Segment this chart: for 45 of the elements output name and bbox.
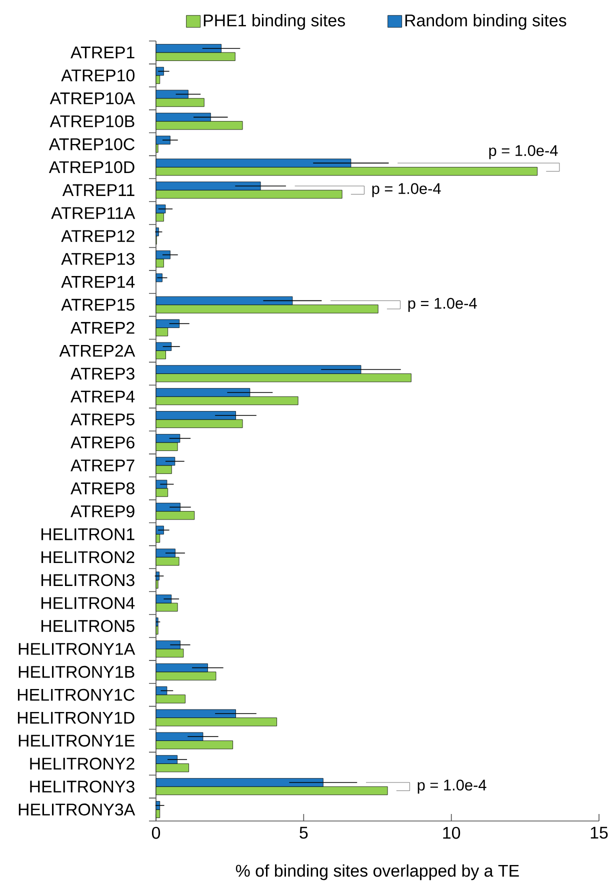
y-tick-label: HELITRONY1B [18,666,134,678]
x-tick-label: 5 [300,826,308,839]
x-tick-label: 10 [443,826,460,839]
y-tick-label: ATREP12 [61,230,134,242]
annotation: p = 1.0e-4 [489,145,558,160]
y-tick-label: ATREP15 [61,298,134,311]
y-tick-label: HELITRONY3 [30,780,134,793]
y-tick-label: ATREP2 [70,322,134,334]
y-tick-label: HELITRONY3A [18,804,136,816]
y-tick-label: ATREP14 [61,276,135,288]
y-tick-label: HELITRON1 [41,528,134,540]
y-tick-label: ATREP11A [51,207,136,219]
y-tick-label: ATREP8 [70,482,134,494]
y-tick-label: ATREP10A [50,92,136,104]
y-tick-label: ATREP9 [70,505,134,518]
annotation: p = 1.0e-4 [372,183,441,198]
y-tick-label: ATREP10 [61,69,134,82]
y-tick-label: ATREP10C [48,138,135,150]
y-tick-label: HELITRON2 [41,551,134,564]
y-tick-label: ATREP2A [59,344,136,357]
y-tick-label: ATREP11 [62,184,134,196]
legend-label: Random binding sites [405,14,566,30]
y-tick-label: ATREP13 [61,252,134,265]
y-tick-label: ATREP10D [48,161,134,174]
annotation: p = 1.0e-4 [418,780,486,794]
y-tick-label: HELITRON5 [41,620,134,632]
y-tick-label: HELITRONY1D [18,712,134,724]
y-tick-label: ATREP1 [70,46,134,58]
legend-label: PHE1 binding sites [204,14,345,30]
x-tick-label: 0 [152,826,160,839]
annotation: p = 1.0e-4 [408,298,477,312]
y-tick-label: ATREP5 [70,414,134,426]
y-tick-label: ATREP10B [50,115,134,128]
y-tick-label: ATREP4 [70,390,135,402]
y-tick-label: HELITRON4 [41,597,135,610]
y-tick-label: HELITRONY2 [30,758,134,770]
y-tick-label: ATREP3 [70,368,134,380]
y-tick-label: HELITRONY1A [18,642,136,655]
x-axis-title: % of binding sites overlapped by a TE [236,864,519,880]
y-tick-label: HELITRONY1E [18,734,134,747]
y-tick-label: ATREP7 [70,460,134,472]
x-tick-label: 15 [590,826,608,839]
y-tick-label: HELITRON3 [41,574,134,586]
y-tick-label: ATREP6 [70,436,134,448]
y-tick-label: HELITRONY1C [18,688,135,701]
